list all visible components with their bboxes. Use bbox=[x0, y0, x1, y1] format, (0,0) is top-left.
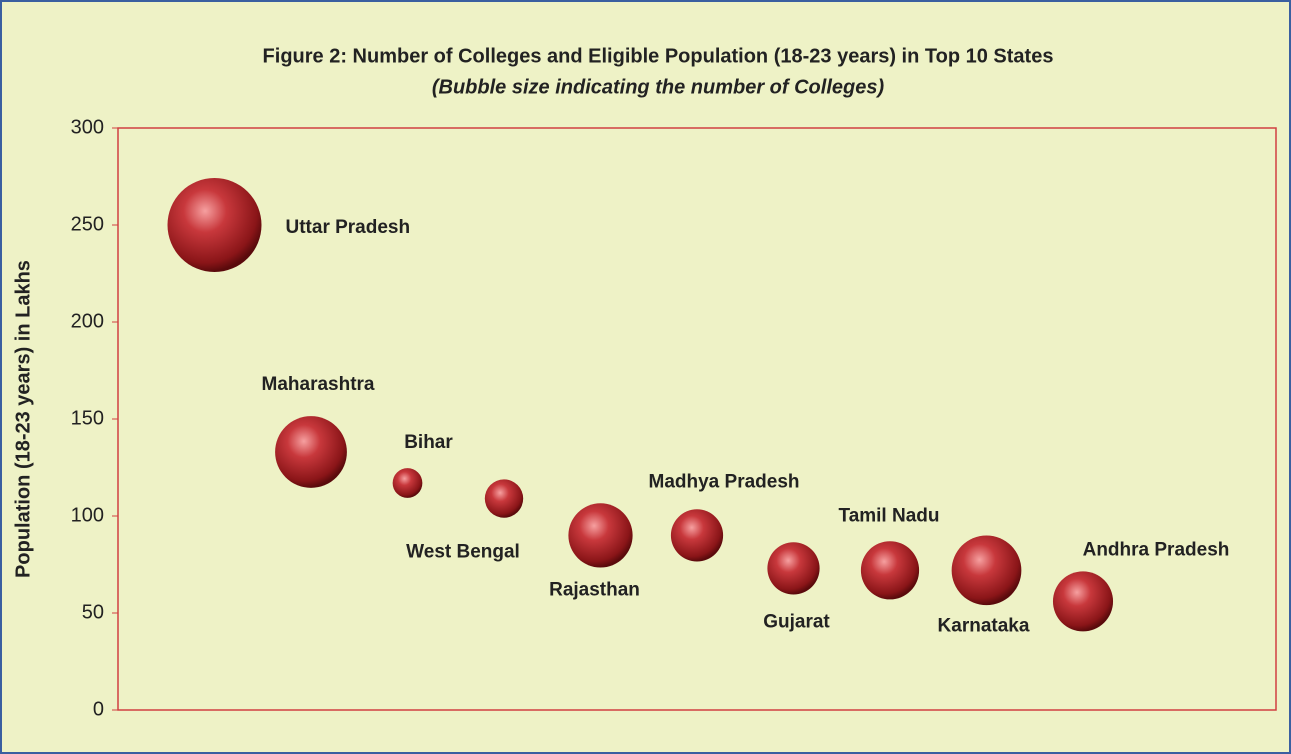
y-tick-label: 0 bbox=[93, 698, 104, 720]
y-axis-label: Population (18-23 years) in Lakhs bbox=[12, 260, 34, 578]
y-tick-label: 150 bbox=[71, 407, 104, 429]
y-tick-label: 300 bbox=[71, 116, 104, 138]
bubble bbox=[860, 541, 920, 600]
bubble bbox=[951, 535, 1022, 606]
y-tick-label: 250 bbox=[71, 213, 104, 235]
bubble-label: Karnataka bbox=[938, 615, 1030, 636]
chart-title: Figure 2: Number of Colleges and Eligibl… bbox=[263, 45, 1054, 67]
bubble-label: Gujarat bbox=[763, 611, 830, 632]
bubble bbox=[275, 416, 347, 488]
bubble-label: Uttar Pradesh bbox=[286, 217, 411, 238]
bubble-label: Madhya Pradesh bbox=[649, 471, 800, 492]
bubble-label: Rajasthan bbox=[549, 579, 640, 600]
bubble bbox=[670, 509, 724, 562]
y-tick-label: 100 bbox=[71, 504, 104, 526]
bubble-label: Maharashtra bbox=[262, 374, 375, 395]
bubble bbox=[167, 178, 262, 272]
bubble-label: West Bengal bbox=[406, 542, 520, 563]
y-tick-label: 200 bbox=[71, 310, 104, 332]
bubble-label: Andhra Pradesh bbox=[1083, 539, 1230, 560]
bubble bbox=[392, 468, 423, 498]
bubble bbox=[1052, 571, 1114, 632]
bubble bbox=[568, 503, 633, 568]
bubble bbox=[767, 542, 820, 595]
bubble-label: Tamil Nadu bbox=[839, 505, 940, 526]
chart-subtitle: (Bubble size indicating the number of Co… bbox=[432, 76, 885, 98]
bubble-label: Bihar bbox=[404, 432, 453, 453]
bubble bbox=[484, 479, 524, 518]
y-tick-label: 50 bbox=[82, 601, 104, 623]
